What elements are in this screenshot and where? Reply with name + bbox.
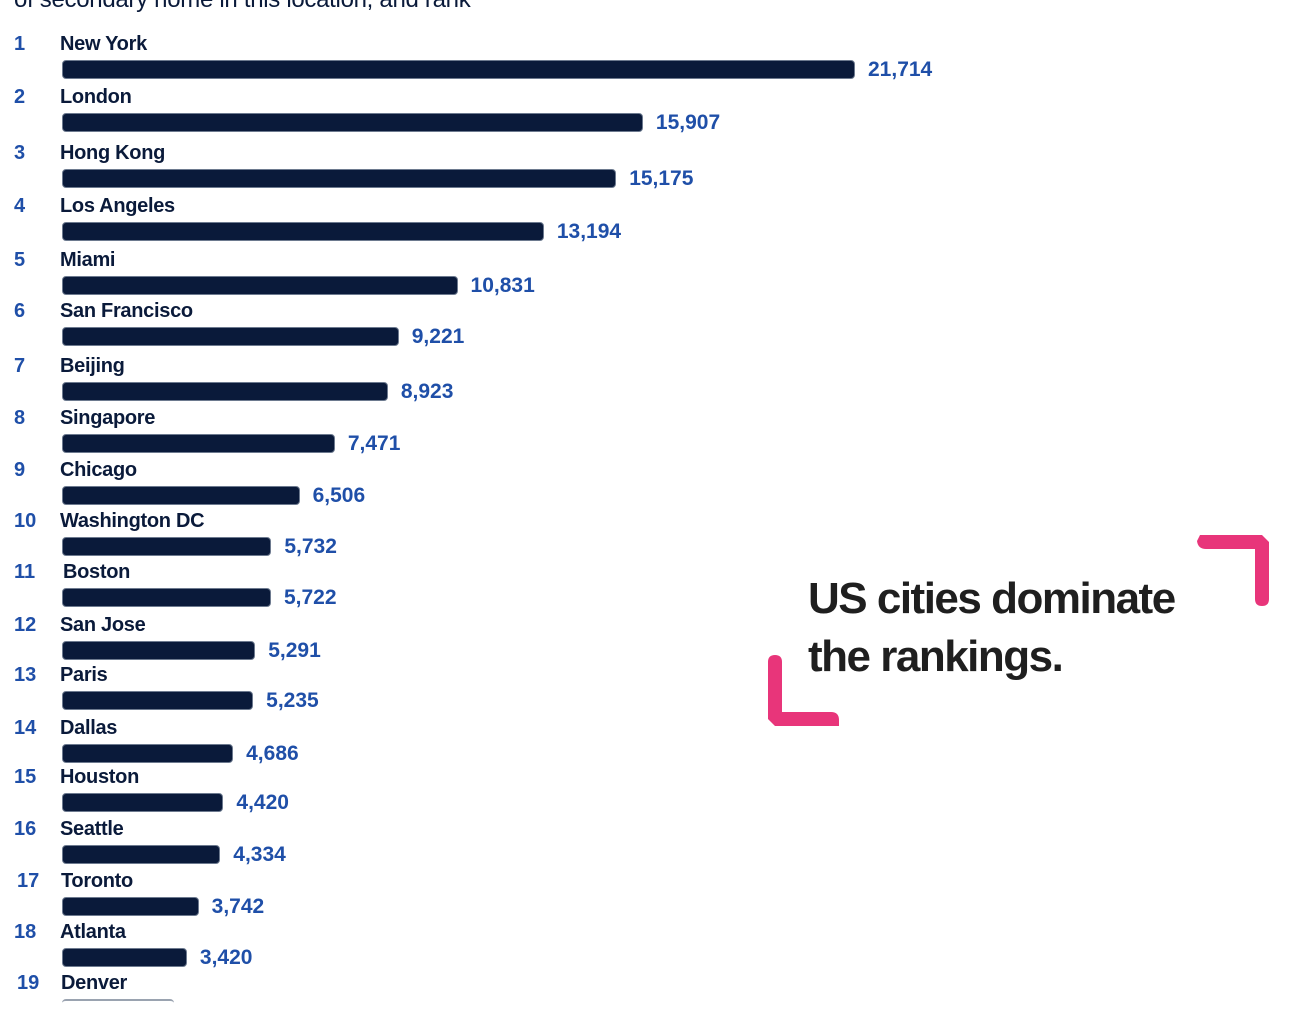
city-label: Chicago [60, 459, 137, 481]
bar [62, 845, 221, 864]
bar [62, 276, 458, 295]
city-label: San Jose [60, 614, 146, 636]
rank-number: 6 [14, 300, 26, 322]
city-label: Hong Kong [60, 142, 166, 164]
value-label: 3,420 [199, 946, 253, 969]
city-label: Atlanta [60, 921, 126, 943]
city-label: New York [60, 33, 147, 55]
value-label: 15,175 [629, 167, 694, 190]
callout-bracket-bottom-left [768, 655, 839, 726]
city-label: Toronto [61, 870, 133, 892]
rank-number: 8 [14, 407, 26, 429]
city-label: Dallas [60, 717, 118, 739]
bar [62, 486, 300, 505]
bar [62, 222, 544, 241]
bar [62, 382, 388, 401]
city-label: Miami [60, 249, 116, 271]
bar [62, 793, 224, 812]
bar [62, 327, 399, 346]
city-label: Boston [63, 561, 131, 583]
bar [62, 60, 855, 79]
bar [62, 169, 617, 188]
value-label: 9,221 [411, 325, 465, 348]
rank-number: 18 [14, 921, 37, 943]
city-label: Denver [61, 972, 128, 994]
rank-number: 3 [14, 142, 26, 164]
bar [62, 744, 234, 763]
rank-number: 9 [14, 459, 26, 481]
rank-number: 15 [14, 766, 37, 788]
bar [62, 434, 335, 453]
value-label: 5,235 [266, 689, 319, 712]
value-label: 4,686 [246, 742, 299, 765]
bar [62, 691, 254, 710]
value-label: 3,742 [211, 895, 265, 918]
bar [62, 999, 174, 1018]
rank-number: 2 [14, 86, 26, 108]
rank-number: 12 [14, 614, 37, 636]
value-label: 10,831 [470, 274, 535, 297]
rank-number: 14 [14, 717, 37, 739]
rank-number: 19 [17, 972, 40, 994]
city-label: Singapore [60, 407, 156, 429]
value-label: 5,732 [284, 535, 337, 558]
city-label: Houston [60, 766, 139, 788]
city-label: Los Angeles [60, 195, 175, 217]
bar [62, 641, 256, 660]
bar [62, 537, 272, 556]
rank-number: 10 [14, 510, 37, 532]
value-label: 5,291 [268, 639, 321, 662]
rank-number: 13 [14, 664, 37, 686]
value-label: 7,471 [347, 432, 401, 455]
bar [62, 897, 199, 916]
callout-text: US cities dominate the rankings. [808, 570, 1176, 686]
callout-bracket-top-right [1197, 535, 1269, 606]
city-label: Paris [60, 664, 108, 686]
rank-number: 7 [14, 355, 26, 377]
bar [62, 588, 271, 607]
value-label: 13,194 [556, 220, 622, 243]
rank-number: 17 [17, 870, 40, 892]
callout-line-1: US cities dominate [808, 574, 1176, 623]
rank-number: 5 [14, 249, 26, 271]
value-label: 21,714 [868, 58, 933, 81]
rank-number: 11 [14, 561, 36, 583]
rank-number: 16 [14, 818, 37, 840]
rank-number: 1 [14, 33, 26, 55]
chart-subtitle: of secondary home in this location, and … [14, 0, 471, 14]
city-label: Washington DC [60, 510, 205, 532]
city-label: Beijing [60, 355, 125, 377]
bar [62, 948, 187, 967]
city-label: San Francisco [60, 300, 193, 322]
city-label: London [60, 86, 132, 108]
rank-number: 4 [14, 195, 26, 217]
value-label: 5,722 [283, 586, 337, 609]
value-label: 15,907 [655, 111, 721, 134]
value-label: 8,923 [400, 380, 454, 403]
city-label: Seattle [60, 818, 124, 840]
bar [62, 113, 643, 132]
bracket-top-right-shape [1197, 535, 1269, 606]
value-label: 4,420 [236, 791, 289, 814]
bracket-bottom-left-shape [768, 655, 839, 726]
value-label: 4,334 [233, 843, 286, 866]
callout-line-2: the rankings. [808, 632, 1064, 681]
value-label: 6,506 [312, 484, 366, 507]
